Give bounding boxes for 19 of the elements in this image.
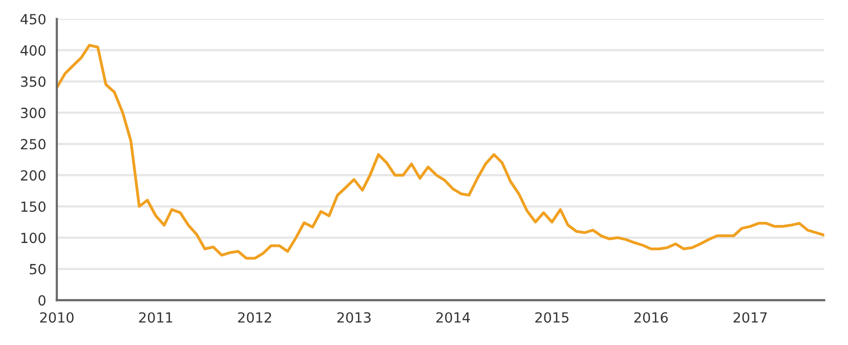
x-tick-label: 2014 [436,312,470,323]
x-tick-label: 2012 [238,312,272,323]
x-tick-label: 2017 [734,312,767,323]
y-tick-label: 450 [20,14,46,24]
y-tick-label: 50 [30,264,46,274]
x-tick-label: 2016 [634,312,668,323]
y-tick-label: 300 [20,108,46,118]
y-tick-label: 150 [21,201,46,212]
y-tick-label: 250 [20,138,46,150]
y-tick-label: 200 [20,170,46,181]
line-series [56,44,824,260]
x-tick-label: 2013 [337,312,371,323]
y-tick-label: 350 [20,76,46,87]
x-tick-label: 2015 [535,312,568,323]
x-tick-label: 2011 [139,312,172,323]
x-tick-label: 2010 [40,312,74,323]
y-tick-label: 400 [20,45,46,56]
y-tick-label: 100 [21,232,46,244]
y-tick-label: 0 [38,295,46,306]
